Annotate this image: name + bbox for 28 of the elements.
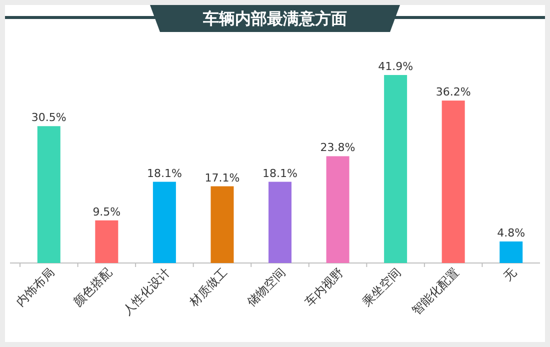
data-label: 4.8%: [497, 226, 526, 240]
bar: [152, 182, 176, 263]
data-label: 9.5%: [92, 205, 121, 218]
bar: [210, 186, 234, 263]
bar: [500, 241, 523, 263]
bar: [442, 100, 465, 263]
data-label: 18.1%: [262, 166, 298, 180]
bar: [37, 126, 60, 263]
x-tick-label: 乘坐空间: [360, 265, 404, 310]
x-tick-label: 无: [500, 265, 520, 284]
x-tick-label: 内饰布局: [13, 265, 58, 310]
bar: [95, 220, 118, 263]
data-label: 23.8%: [320, 141, 356, 154]
x-tick-label: 储物空间: [244, 265, 288, 310]
x-tick-label: 颜色搭配: [70, 265, 115, 310]
x-tick-label: 车内视野: [302, 265, 346, 310]
x-tick-label: 智能化配置: [409, 265, 462, 318]
bar: [268, 182, 292, 263]
bar: [384, 75, 408, 263]
x-tick-label: 人性化设计: [120, 265, 173, 318]
data-label: 36.2%: [436, 86, 471, 99]
data-label: 41.9%: [378, 60, 414, 73]
bar: [326, 156, 350, 263]
chart-title: 车辆内部最满意方面: [202, 9, 347, 28]
data-label: 30.5%: [31, 111, 66, 124]
data-label: 18.1%: [146, 166, 182, 180]
data-label: 17.1%: [204, 171, 240, 184]
x-tick-label: 材质做工: [186, 265, 230, 310]
